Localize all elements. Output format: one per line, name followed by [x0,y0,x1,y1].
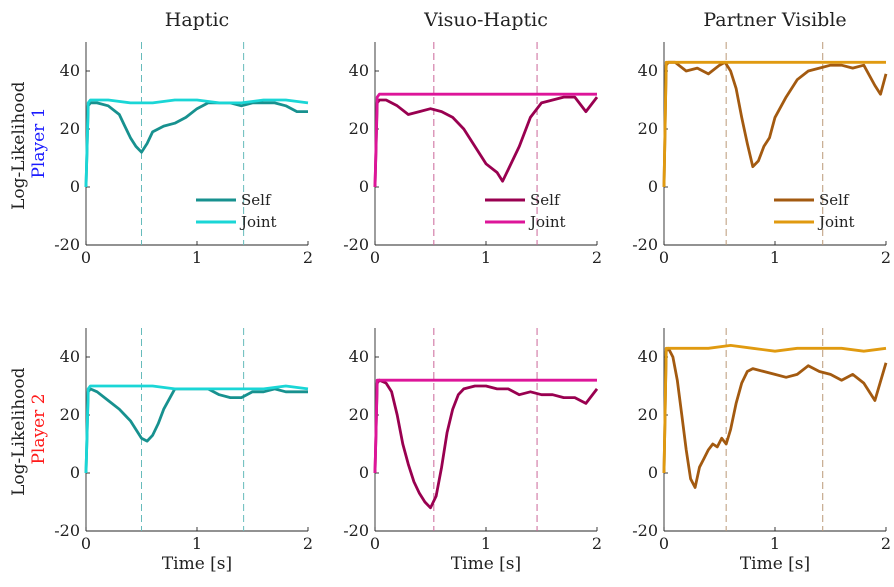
y-tick-label: 40 [349,347,369,366]
y-tick-label: 20 [638,119,658,138]
y-tick-label: 0 [648,177,658,196]
x-tick-label: 1 [770,534,780,553]
y-tick-label: -20 [632,235,658,254]
x-tick-label: 0 [659,534,669,553]
x-tick-label: 2 [881,248,891,267]
x-tick-label: 0 [370,534,380,553]
column-titles: Haptic Visuo-Haptic Partner Visible [165,9,847,31]
x-tick-label: 2 [303,534,313,553]
x-axis-label: Time [s] [451,554,521,574]
series-line-joint [84,98,309,188]
legend-label-self: Self [819,191,850,209]
x-tick-label: 0 [370,248,380,267]
y-tick-label: 0 [359,463,369,482]
x-tick-label: 1 [770,248,780,267]
row-label-player-name: Player 2 [29,393,49,464]
y-tick-label: -20 [54,235,80,254]
row-label-prefix: Log-Likelihood [9,367,29,496]
row-label-player-1: Log-Likelihood Player 1 [9,76,49,210]
y-tick-label: 20 [60,119,80,138]
legend-label-joint: Joint [528,213,566,231]
legend-label-self: Self [241,191,272,209]
y-tick-label: 40 [638,61,658,80]
x-tick-label: 0 [659,248,669,267]
x-tick-label: 2 [881,534,891,553]
y-tick-label: 0 [70,463,80,482]
series-line-joint [662,344,887,474]
legend-label-self: Self [530,191,561,209]
legend-label-joint: Joint [817,213,855,231]
y-tick-label: 20 [349,405,369,424]
x-tick-label: 2 [592,534,602,553]
x-tick-label: 2 [303,248,313,267]
y-tick-label: 20 [638,405,658,424]
y-tick-label: -20 [632,521,658,540]
legend: Self Joint [196,191,277,231]
x-tick-label: 1 [192,248,202,267]
x-tick-label: 1 [192,534,202,553]
x-tick-label: 0 [81,248,91,267]
row-label-player-2: Log-Likelihood Player 2 [9,362,49,496]
series-line-joint [373,92,597,188]
x-tick-label: 2 [592,248,602,267]
series-line-self [662,346,888,489]
y-tick-label: -20 [54,521,80,540]
legend: Self Joint [774,191,855,231]
legend: Self Joint [485,191,566,231]
series-line-self [662,60,888,188]
y-tick-label: 0 [648,463,658,482]
series-line-joint [373,378,597,474]
series-line-joint [84,384,309,474]
y-tick-label: -20 [343,521,369,540]
series-line-self [373,95,599,188]
y-tick-label: 40 [60,347,80,366]
row-label-player-2-text: Log-Likelihood Player 2 [9,362,49,496]
y-tick-label: 40 [349,61,369,80]
y-tick-label: 40 [638,347,658,366]
y-tick-label: 0 [359,177,369,196]
legend-label-joint: Joint [239,213,277,231]
x-axis-label: Time [s] [740,554,810,574]
column-title-partner-visible: Partner Visible [703,9,846,31]
y-tick-label: 40 [60,61,80,80]
column-title-haptic: Haptic [165,9,229,31]
x-tick-label: 0 [81,534,91,553]
x-axis-label: Time [s] [162,554,232,574]
column-title-visuo-haptic: Visuo-Haptic [423,9,548,31]
series-line-self [84,101,308,188]
y-tick-label: 20 [349,119,369,138]
series-line-self [373,378,599,510]
row-label-player-name: Player 1 [29,107,49,178]
x-tick-label: 1 [481,534,491,553]
row-label-prefix: Log-Likelihood [9,81,29,210]
y-tick-label: -20 [343,235,369,254]
series-line-self [84,387,308,474]
x-tick-label: 1 [481,248,491,267]
y-tick-label: 0 [70,177,80,196]
y-tick-label: 20 [60,405,80,424]
row-label-player-1-text: Log-Likelihood Player 1 [9,76,49,210]
series-line-joint [662,60,886,188]
